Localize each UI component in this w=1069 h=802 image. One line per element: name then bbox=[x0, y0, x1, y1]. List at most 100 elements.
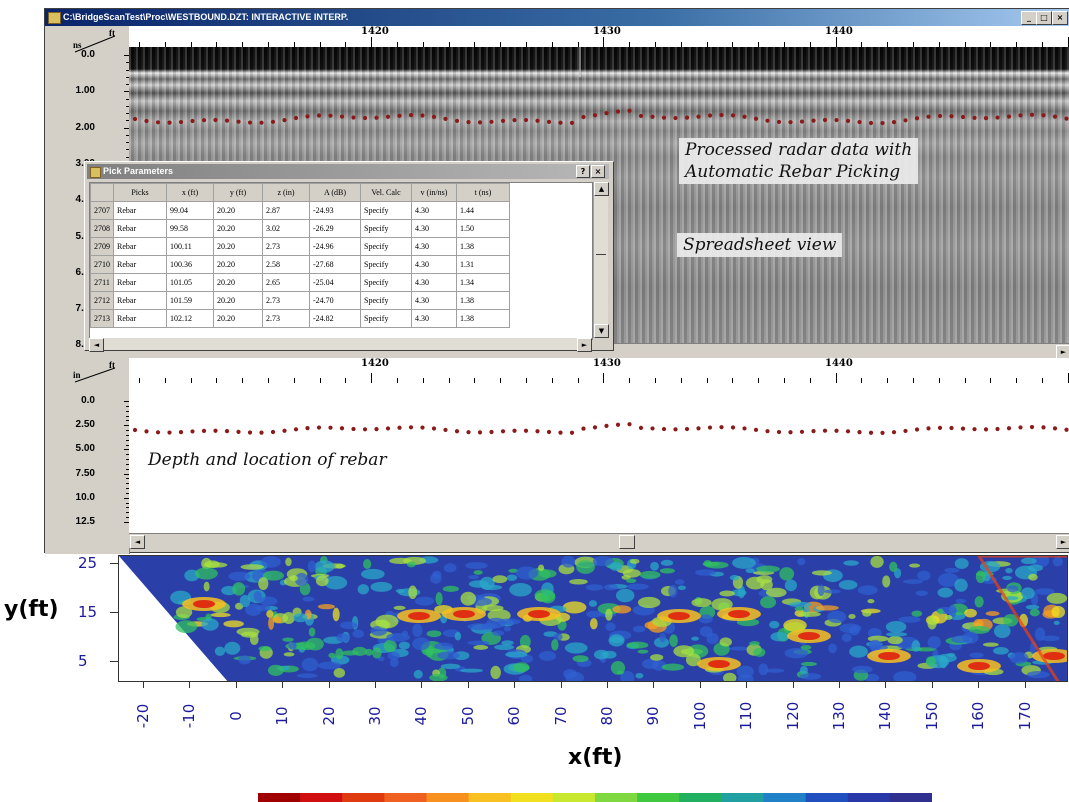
table-cell[interactable]: -24.93 bbox=[309, 201, 361, 220]
column-header[interactable]: v (in/ns) bbox=[411, 183, 457, 202]
top-y-minor-tick bbox=[126, 156, 129, 158]
pick-close-button[interactable]: × bbox=[591, 165, 605, 178]
row-number[interactable]: 2708 bbox=[90, 219, 114, 238]
table-cell[interactable]: 4.30 bbox=[411, 219, 457, 238]
table-cell[interactable]: Specify bbox=[360, 309, 412, 328]
table-row[interactable]: 2712 Rebar 101.59 20.20 2.73 -24.70 Specify 4.3… bbox=[90, 291, 510, 310]
table-cell[interactable]: -24.70 bbox=[309, 291, 361, 310]
table-cell[interactable]: 101.59 bbox=[166, 291, 214, 310]
table-cell[interactable]: 4.30 bbox=[411, 237, 457, 256]
table-cell[interactable]: 1.38 bbox=[456, 309, 510, 328]
table-cell[interactable]: 2.58 bbox=[262, 255, 310, 274]
table-row[interactable]: 2713 Rebar 102.12 20.20 2.73 -24.82 Specify 4.3… bbox=[90, 309, 510, 328]
table-cell[interactable]: Rebar bbox=[113, 237, 167, 256]
table-cell[interactable]: 20.20 bbox=[213, 309, 263, 328]
table-cell[interactable]: -24.96 bbox=[309, 237, 361, 256]
table-cell[interactable]: Specify bbox=[360, 273, 412, 292]
rebar-depth-plot[interactable] bbox=[129, 383, 1069, 533]
column-header[interactable]: t (ns) bbox=[456, 183, 510, 202]
table-cell[interactable]: Specify bbox=[360, 201, 412, 220]
table-cell[interactable]: 4.30 bbox=[411, 309, 457, 328]
table-cell[interactable]: Specify bbox=[360, 237, 412, 256]
table-cell[interactable]: 1.31 bbox=[456, 255, 510, 274]
table-row[interactable]: 2709 Rebar 100.11 20.20 2.73 -24.96 Specify 4.3… bbox=[90, 237, 510, 256]
table-cell[interactable]: 20.20 bbox=[213, 273, 263, 292]
column-header[interactable]: A (dB) bbox=[309, 183, 361, 202]
scroll-left-icon[interactable]: ◄ bbox=[89, 338, 104, 352]
table-cell[interactable]: 4.30 bbox=[411, 291, 457, 310]
table-cell[interactable]: 2.73 bbox=[262, 237, 310, 256]
column-header[interactable]: x (ft) bbox=[166, 183, 214, 202]
table-cell[interactable]: 4.30 bbox=[411, 255, 457, 274]
table-cell[interactable]: 100.36 bbox=[166, 255, 214, 274]
row-number[interactable]: 2707 bbox=[90, 201, 114, 220]
table-cell[interactable]: 4.30 bbox=[411, 201, 457, 220]
bottom-scrollbar[interactable]: ◄ ► bbox=[129, 533, 1069, 549]
table-cell[interactable]: Specify bbox=[360, 255, 412, 274]
table-cell[interactable]: -27.68 bbox=[309, 255, 361, 274]
maximize-button[interactable]: □ bbox=[1036, 11, 1052, 25]
pick-vscroll[interactable]: ▲ ▼ bbox=[593, 182, 609, 338]
table-row[interactable]: 2711 Rebar 101.05 20.20 2.65 -25.04 Specify 4.3… bbox=[90, 273, 510, 292]
column-header[interactable]: z (in) bbox=[262, 183, 310, 202]
row-number[interactable]: 2712 bbox=[90, 291, 114, 310]
table-cell[interactable]: 20.20 bbox=[213, 201, 263, 220]
table-cell[interactable]: 99.04 bbox=[166, 201, 214, 220]
table-row[interactable]: 2708 Rebar 99.58 20.20 3.02 -26.29 Specify 4.30… bbox=[90, 219, 510, 238]
column-header[interactable]: Vel. Calc bbox=[360, 183, 412, 202]
table-cell[interactable]: 20.20 bbox=[213, 255, 263, 274]
table-cell[interactable]: 2.73 bbox=[262, 309, 310, 328]
row-number[interactable]: 2713 bbox=[90, 309, 114, 328]
scroll-right-icon[interactable]: ► bbox=[1056, 345, 1069, 359]
table-cell[interactable]: 99.58 bbox=[166, 219, 214, 238]
row-number[interactable]: 2709 bbox=[90, 237, 114, 256]
row-number[interactable]: 2710 bbox=[90, 255, 114, 274]
table-cell[interactable]: 20.20 bbox=[213, 237, 263, 256]
table-cell[interactable]: Rebar bbox=[113, 201, 167, 220]
pick-help-button[interactable]: ? bbox=[576, 165, 590, 178]
table-cell[interactable]: -26.29 bbox=[309, 219, 361, 238]
pick-spreadsheet[interactable]: Picks x (ft) y (ft) z (in) A (dB) Vel. Calc v … bbox=[89, 182, 593, 340]
table-row[interactable]: 2710 Rebar 100.36 20.20 2.58 -27.68 Specify 4.3… bbox=[90, 255, 510, 274]
table-cell[interactable]: 101.05 bbox=[166, 273, 214, 292]
colorbar-segment bbox=[637, 793, 680, 802]
heat-blob bbox=[505, 651, 528, 658]
table-cell[interactable]: Rebar bbox=[113, 291, 167, 310]
table-cell[interactable]: Specify bbox=[360, 219, 412, 238]
scroll-up-icon[interactable]: ▲ bbox=[594, 182, 609, 196]
minimize-button[interactable]: _ bbox=[1021, 11, 1037, 25]
table-cell[interactable]: 1.44 bbox=[456, 201, 510, 220]
table-cell[interactable]: 100.11 bbox=[166, 237, 214, 256]
scroll-thumb[interactable] bbox=[619, 535, 635, 549]
table-cell[interactable]: Rebar bbox=[113, 273, 167, 292]
table-cell[interactable]: Rebar bbox=[113, 309, 167, 328]
column-header[interactable]: y (ft) bbox=[213, 183, 263, 202]
table-cell[interactable]: Rebar bbox=[113, 255, 167, 274]
close-button[interactable]: × bbox=[1052, 11, 1068, 25]
table-cell[interactable]: 1.38 bbox=[456, 237, 510, 256]
table-cell[interactable]: -24.82 bbox=[309, 309, 361, 328]
table-cell[interactable]: 1.50 bbox=[456, 219, 510, 238]
scroll-right-icon[interactable]: ► bbox=[577, 338, 592, 352]
table-row[interactable]: 2707 Rebar 99.04 20.20 2.87 -24.93 Specify 4.30… bbox=[90, 201, 510, 220]
table-cell[interactable]: 1.38 bbox=[456, 291, 510, 310]
column-header[interactable]: Picks bbox=[113, 183, 167, 202]
table-cell[interactable]: 1.34 bbox=[456, 273, 510, 292]
table-cell[interactable]: Rebar bbox=[113, 219, 167, 238]
scroll-down-icon[interactable]: ▼ bbox=[594, 324, 609, 338]
table-cell[interactable]: 102.12 bbox=[166, 309, 214, 328]
table-cell[interactable]: Specify bbox=[360, 291, 412, 310]
table-cell[interactable]: 2.87 bbox=[262, 201, 310, 220]
table-cell[interactable]: 2.73 bbox=[262, 291, 310, 310]
scroll-right-icon[interactable]: ► bbox=[1056, 535, 1069, 549]
table-cell[interactable]: 20.20 bbox=[213, 219, 263, 238]
table-cell[interactable]: 2.65 bbox=[262, 273, 310, 292]
row-number[interactable]: 2711 bbox=[90, 273, 114, 292]
table-cell[interactable]: 4.30 bbox=[411, 273, 457, 292]
table-cell[interactable]: 20.20 bbox=[213, 291, 263, 310]
pick-hscroll[interactable]: ◄ ► bbox=[89, 338, 592, 352]
bottom-x-tick-mark bbox=[345, 378, 347, 383]
table-cell[interactable]: -25.04 bbox=[309, 273, 361, 292]
scroll-left-icon[interactable]: ◄ bbox=[130, 535, 145, 549]
table-cell[interactable]: 3.02 bbox=[262, 219, 310, 238]
